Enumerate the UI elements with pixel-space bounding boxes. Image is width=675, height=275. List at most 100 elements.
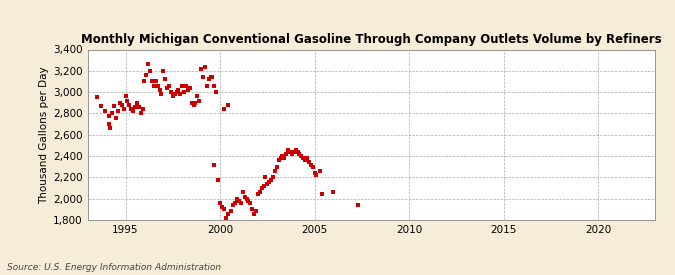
Point xyxy=(130,105,140,109)
Point xyxy=(243,199,254,203)
Point xyxy=(201,84,212,88)
Point xyxy=(163,84,174,88)
Y-axis label: Thousand Gallons per Day: Thousand Gallons per Day xyxy=(39,66,49,204)
Point xyxy=(153,84,163,88)
Title: Monthly Michigan Conventional Gasoline Through Company Outlets Volume by Refiner: Monthly Michigan Conventional Gasoline T… xyxy=(81,32,662,46)
Point xyxy=(139,79,150,84)
Point xyxy=(165,90,176,94)
Point xyxy=(250,209,261,214)
Point xyxy=(146,79,157,84)
Point xyxy=(247,207,258,211)
Point xyxy=(203,77,214,81)
Point xyxy=(120,94,131,98)
Point xyxy=(109,104,119,108)
Point xyxy=(107,111,117,116)
Point xyxy=(211,90,221,94)
Point xyxy=(222,211,233,216)
Point xyxy=(113,109,124,114)
Point xyxy=(238,190,248,194)
Point xyxy=(122,98,133,103)
Point xyxy=(196,67,207,71)
Point xyxy=(184,86,195,90)
Point xyxy=(254,190,265,194)
Point xyxy=(169,92,180,97)
Point xyxy=(213,177,223,182)
Point xyxy=(296,154,306,158)
Point xyxy=(132,101,142,105)
Point xyxy=(156,92,167,97)
Point xyxy=(126,107,136,111)
Point xyxy=(171,90,182,94)
Point xyxy=(194,98,205,103)
Point xyxy=(99,109,110,114)
Point xyxy=(273,158,284,163)
Point xyxy=(103,122,114,126)
Point xyxy=(264,179,275,184)
Point xyxy=(115,101,126,105)
Point xyxy=(275,156,286,160)
Point xyxy=(285,150,296,154)
Point xyxy=(239,194,250,199)
Point xyxy=(309,171,320,175)
Point xyxy=(279,156,290,160)
Point xyxy=(352,203,363,207)
Point xyxy=(256,186,267,190)
Point xyxy=(111,116,122,120)
Point xyxy=(317,192,327,197)
Point xyxy=(160,77,171,81)
Point xyxy=(158,68,169,73)
Point xyxy=(286,152,297,156)
Point xyxy=(92,95,103,100)
Point xyxy=(207,75,218,79)
Point xyxy=(96,104,107,108)
Point xyxy=(281,152,292,156)
Point xyxy=(179,90,190,94)
Point xyxy=(219,207,230,211)
Point xyxy=(298,156,308,160)
Point xyxy=(186,101,197,105)
Point xyxy=(234,199,244,203)
Point xyxy=(305,162,316,167)
Point xyxy=(141,73,152,77)
Point xyxy=(226,209,237,214)
Point xyxy=(290,147,301,152)
Point xyxy=(269,169,280,173)
Point xyxy=(148,84,159,88)
Point xyxy=(288,150,299,154)
Point xyxy=(192,94,202,98)
Point xyxy=(135,111,146,116)
Point xyxy=(302,156,313,160)
Point xyxy=(116,103,127,107)
Point xyxy=(143,62,154,67)
Point xyxy=(260,175,271,180)
Point xyxy=(173,88,184,92)
Point xyxy=(245,201,256,205)
Point xyxy=(283,147,294,152)
Point xyxy=(103,113,114,118)
Point xyxy=(209,84,220,88)
Point xyxy=(209,162,220,167)
Point xyxy=(294,152,305,156)
Point xyxy=(219,107,230,111)
Point xyxy=(151,79,161,84)
Point xyxy=(236,201,246,205)
Point xyxy=(190,101,201,105)
Point xyxy=(134,105,144,109)
Point xyxy=(300,158,310,163)
Point xyxy=(105,126,116,131)
Text: Source: U.S. Energy Information Administration: Source: U.S. Energy Information Administ… xyxy=(7,263,221,272)
Point xyxy=(167,94,178,98)
Point xyxy=(241,196,252,201)
Point xyxy=(154,88,165,92)
Point xyxy=(220,216,231,220)
Point xyxy=(304,160,315,165)
Point xyxy=(258,184,269,188)
Point xyxy=(230,201,240,205)
Point xyxy=(271,164,282,169)
Point xyxy=(252,192,263,197)
Point xyxy=(262,182,273,186)
Point xyxy=(215,201,225,205)
Point xyxy=(128,109,138,114)
Point xyxy=(175,92,186,97)
Point xyxy=(200,64,211,69)
